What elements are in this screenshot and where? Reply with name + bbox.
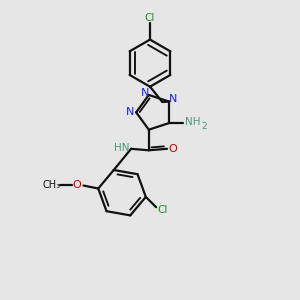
Text: Cl: Cl [158, 205, 168, 214]
Text: O: O [73, 180, 81, 190]
Text: O: O [168, 144, 177, 154]
Text: N: N [125, 107, 134, 117]
Text: N: N [140, 88, 149, 98]
Text: Cl: Cl [145, 14, 155, 23]
Text: HN: HN [114, 143, 129, 153]
Text: N: N [169, 94, 178, 104]
Text: NH: NH [185, 117, 200, 127]
Text: 2: 2 [201, 122, 207, 131]
Text: CH₃: CH₃ [43, 180, 61, 190]
